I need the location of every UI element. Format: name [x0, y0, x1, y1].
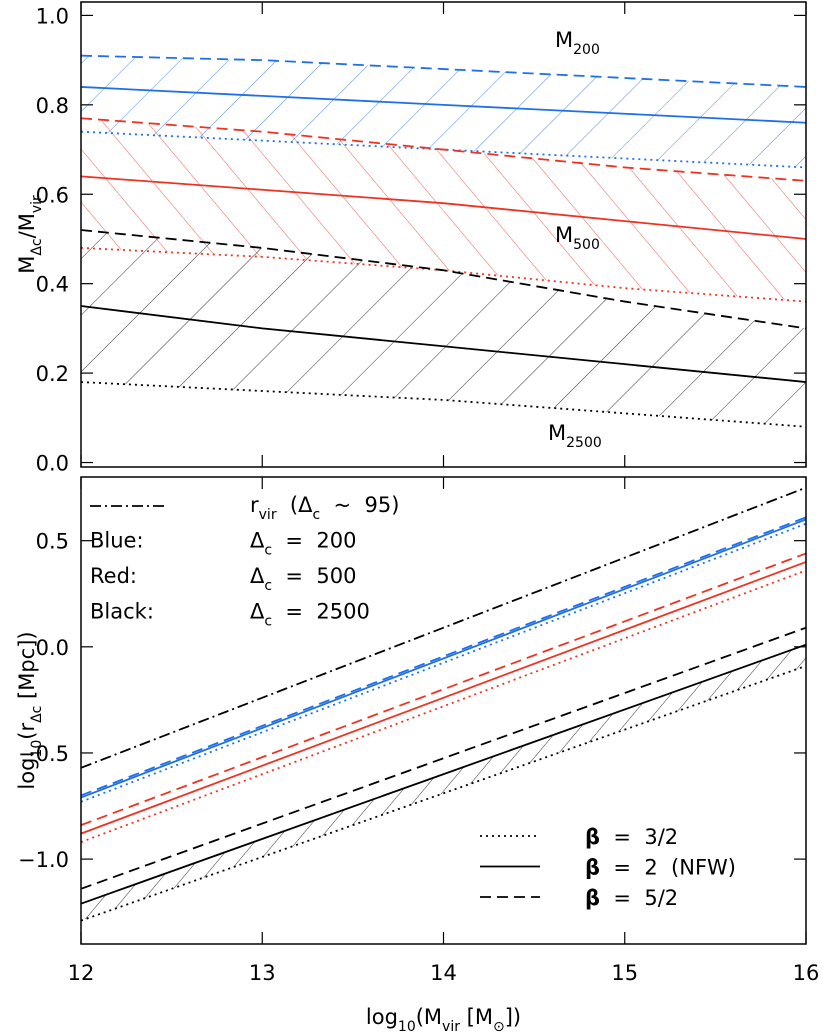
text-part: Δ [250, 600, 265, 624]
series-line [80, 569, 807, 843]
text-part: ⊙ [493, 1019, 505, 1035]
y-axis-label: log10(rΔc [Mpc]) [15, 631, 45, 789]
series-line [80, 381, 807, 428]
text-part: = 5/2 [600, 886, 678, 910]
text-part: (Δ [277, 493, 314, 517]
text-part: 200 [573, 42, 600, 58]
annotation: M500 [555, 223, 600, 253]
text-part: /M [15, 213, 39, 238]
legend-value: Δc = 500 [250, 564, 356, 594]
series-line [80, 486, 807, 769]
text-part: β [585, 856, 600, 880]
legend-label: β = 3/2 [585, 825, 678, 849]
text-part: = 500 [272, 564, 356, 588]
legend-label: Black: [90, 600, 154, 624]
x-tick-label: 14 [430, 961, 457, 985]
annotation: M2500 [548, 421, 602, 451]
text-part: c [264, 614, 272, 630]
text-part: M [555, 28, 573, 52]
series-line [80, 643, 807, 905]
text-part: ~ 95) [320, 493, 399, 517]
text-part: Δ [250, 529, 265, 553]
series-line [80, 561, 807, 835]
series-line [80, 130, 807, 169]
text-part: [Mpc]) [15, 631, 39, 705]
text-part: = 2 (NFW) [600, 856, 736, 880]
series-line [80, 54, 807, 88]
x-axis-label: log10(Mvir [M⊙]) [366, 1005, 521, 1035]
series-line [80, 522, 807, 803]
y-tick-label: 1.0 [36, 4, 69, 28]
text-part: M [555, 223, 573, 247]
text-part: Δc [29, 706, 45, 723]
text-part: vir [442, 1019, 460, 1035]
x-tick-label: 13 [249, 961, 276, 985]
annotation: M200 [555, 28, 600, 58]
hatch-band [81, 230, 806, 427]
text-part: = 200 [272, 529, 356, 553]
series-line [80, 247, 807, 303]
y-tick-label: −1.0 [18, 848, 69, 872]
text-part: Red: [90, 564, 137, 588]
text-part: M [548, 421, 566, 445]
text-part: vir [29, 195, 45, 213]
y-tick-label: 0.0 [36, 636, 69, 660]
text-part: β [585, 825, 600, 849]
y-tick-label: −0.5 [18, 742, 69, 766]
legend-value: Δc = 2500 [250, 600, 370, 630]
series-line [80, 117, 807, 182]
text-part: β [585, 886, 600, 910]
y-tick-label: 0.0 [36, 452, 69, 476]
text-part: 10 [29, 740, 45, 758]
y-tick-label: 0.6 [36, 183, 69, 207]
text-part: 2500 [566, 435, 602, 451]
y-tick-label: 0.2 [36, 362, 69, 386]
text-part: Δc [29, 238, 45, 255]
text-part: 500 [573, 237, 600, 253]
text-part: c [313, 507, 321, 523]
text-part: Black: [90, 600, 154, 624]
series-line [80, 516, 807, 797]
text-part: c [264, 578, 272, 594]
x-tick-label: 12 [68, 961, 95, 985]
series-line [80, 175, 807, 240]
text-part: r [250, 493, 259, 517]
x-tick-label: 15 [611, 961, 638, 985]
series-line [80, 86, 807, 124]
x-tick-label: 16 [793, 961, 820, 985]
text-part: [M [460, 1005, 493, 1029]
text-part: Δ [250, 564, 265, 588]
legend-label: β = 2 (NFW) [585, 856, 736, 880]
series-line [80, 665, 807, 922]
y-tick-label: 0.4 [36, 273, 69, 297]
series-line [80, 626, 807, 890]
text-part: log [366, 1005, 398, 1029]
legend-label: Blue: [90, 529, 144, 553]
series-line [80, 552, 807, 826]
text-part: 10 [398, 1019, 416, 1035]
y-tick-label: 0.5 [36, 530, 69, 554]
text-part: c [264, 543, 272, 559]
legend-value: Δc = 200 [250, 529, 356, 559]
y-axis-label: MΔc/Mvir [15, 195, 45, 274]
series-line [80, 229, 807, 330]
text-part: ]) [505, 1005, 521, 1029]
text-part: = 3/2 [600, 825, 678, 849]
text-part: M [15, 256, 39, 274]
series-line [80, 305, 807, 383]
text-part: (r [15, 723, 39, 740]
y-tick-label: 0.8 [36, 94, 69, 118]
text-part: (M [416, 1005, 442, 1029]
text-part: vir [259, 507, 277, 523]
legend-label: Red: [90, 564, 137, 588]
hatch-band [81, 644, 806, 921]
legend-label: β = 5/2 [585, 886, 678, 910]
text-part: Blue: [90, 529, 144, 553]
text-part: log [15, 758, 39, 790]
series-line [80, 518, 807, 799]
text-part: = 2500 [272, 600, 370, 624]
legend-label: rvir (Δc ~ 95) [250, 493, 399, 523]
